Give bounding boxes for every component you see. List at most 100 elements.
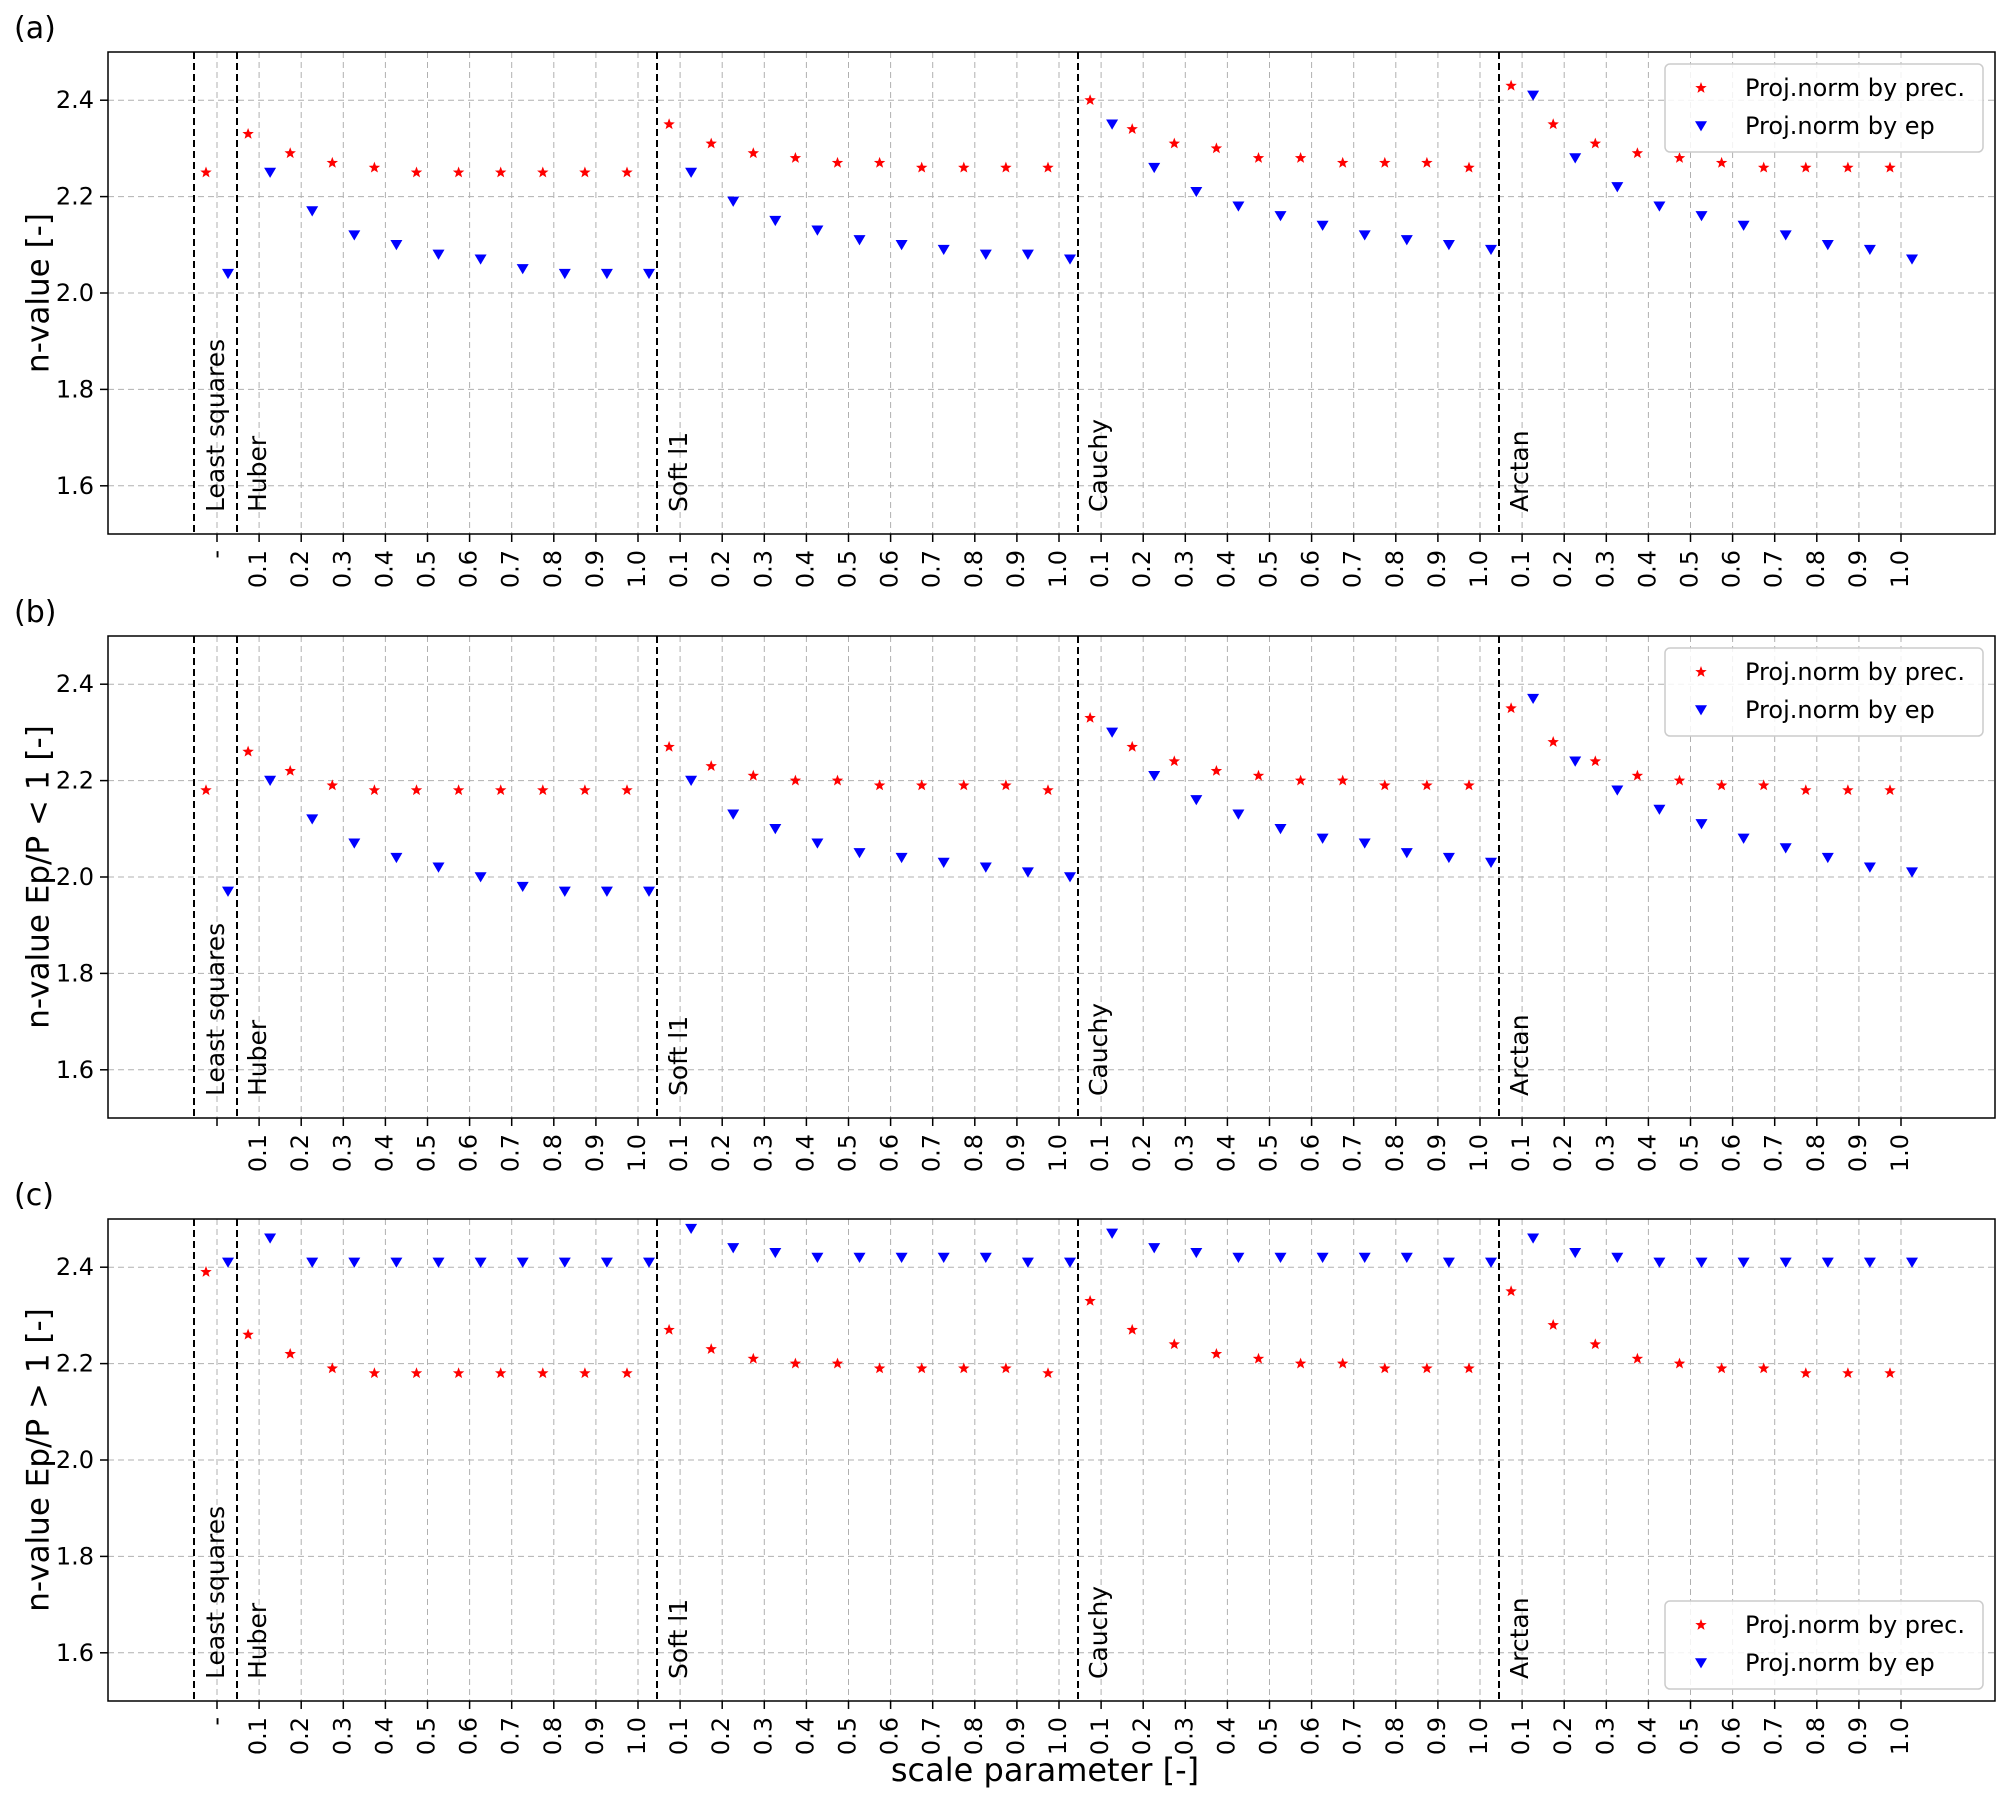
x-tick-label: 0.4	[370, 1717, 398, 1755]
data-point-prec	[1589, 1338, 1602, 1350]
x-tick-label: 1.0	[1044, 550, 1072, 588]
x-tick-label: 0.7	[1339, 550, 1367, 588]
data-point-prec	[1715, 1362, 1728, 1374]
data-point-prec	[579, 1367, 591, 1379]
x-tick-label: 0.4	[370, 550, 398, 588]
legend-marker-prec	[1695, 1619, 1707, 1630]
data-point-prec	[1589, 137, 1602, 149]
data-point-prec	[747, 1352, 760, 1364]
data-point-prec	[1168, 1338, 1181, 1350]
data-point-ep	[1906, 867, 1918, 878]
data-point-ep	[685, 1223, 698, 1235]
data-point-ep	[853, 235, 866, 246]
series-ep	[222, 1223, 1918, 1268]
x-tick-label: 0.8	[1381, 1134, 1409, 1172]
x-tick-label: 0.2	[707, 1717, 735, 1755]
x-tick-label: 0.7	[497, 1134, 525, 1172]
data-point-prec	[1421, 156, 1433, 168]
data-point-prec	[200, 1266, 212, 1277]
x-tick-label: 0.7	[918, 1717, 946, 1755]
data-point-prec	[410, 166, 423, 178]
x-tick-label: 0.1	[244, 550, 272, 588]
y-tick-label: 1.6	[56, 1056, 94, 1084]
method-label: Soft l1	[664, 1016, 693, 1096]
data-point-prec	[452, 1367, 465, 1379]
x-tick-label: 0.2	[1549, 1134, 1577, 1172]
data-point-ep	[558, 1257, 571, 1268]
data-point-ep	[1737, 833, 1750, 844]
data-point-prec	[621, 784, 633, 796]
x-tick-label: 0.4	[1212, 1717, 1240, 1755]
data-point-prec	[1757, 1362, 1770, 1374]
data-point-ep	[1863, 862, 1876, 873]
y-tick-label: 2.4	[56, 1253, 94, 1281]
x-tick-label: 0.4	[1212, 1134, 1240, 1172]
data-point-ep	[1232, 201, 1245, 212]
x-tick-label: 0.6	[455, 1717, 483, 1755]
data-point-prec	[1463, 161, 1475, 173]
data-point-ep	[558, 886, 571, 897]
x-tick-label: 0.7	[1760, 550, 1788, 588]
data-point-prec	[1463, 1362, 1475, 1374]
grid	[108, 52, 1995, 534]
data-point-prec	[1673, 1357, 1686, 1369]
data-point-prec	[831, 774, 844, 786]
legend-label: Proj.norm by ep	[1745, 696, 1935, 724]
y-tick-label: 1.6	[56, 1639, 94, 1667]
data-point-prec	[494, 784, 507, 796]
x-tick-label: 1.0	[1465, 1717, 1493, 1755]
x-tick-label: 0.1	[1507, 550, 1535, 588]
data-point-ep	[1148, 162, 1161, 174]
x-tick-label: 0.9	[1002, 1717, 1030, 1755]
method-label: Least squares	[201, 1506, 230, 1679]
legend-box	[1664, 63, 1984, 153]
data-point-ep	[390, 852, 403, 864]
data-point-prec	[1000, 779, 1012, 791]
data-point-prec	[1800, 1367, 1812, 1379]
data-point-ep	[264, 167, 277, 178]
x-tick-label: 0.8	[539, 1717, 567, 1755]
x-tick-label: 0.5	[834, 550, 862, 588]
data-point-prec	[747, 147, 760, 159]
data-point-prec	[705, 137, 717, 149]
data-point-ep	[1695, 1257, 1708, 1268]
data-point-prec	[621, 1367, 633, 1379]
x-tick-label: 0.3	[1170, 550, 1198, 588]
x-tick-label: 0.7	[1760, 1134, 1788, 1172]
x-tick-label: 0.7	[918, 550, 946, 588]
data-point-ep	[1400, 848, 1413, 859]
data-point-prec	[1379, 156, 1391, 168]
x-tick-label: 0.6	[455, 550, 483, 588]
data-point-ep	[390, 240, 403, 251]
legend-marker-ep	[1695, 705, 1707, 716]
data-point-prec	[1168, 755, 1181, 767]
x-tick-label: 0.8	[960, 1717, 988, 1755]
x-tick-label: 0.4	[370, 1134, 398, 1172]
data-point-ep	[685, 167, 698, 178]
data-point-ep	[474, 254, 487, 265]
method-label: Huber	[243, 1602, 272, 1679]
data-point-ep	[1232, 1252, 1245, 1263]
data-point-prec	[1884, 784, 1896, 796]
data-point-prec	[1547, 118, 1559, 130]
y-tick-label: 2.0	[56, 279, 94, 307]
data-point-ep	[1569, 153, 1582, 164]
x-tick-label: 1.0	[623, 1717, 651, 1755]
data-point-ep	[1863, 1257, 1876, 1268]
y-tick-label: 2.2	[56, 183, 94, 211]
x-tick-label: 1.0	[1886, 1717, 1914, 1755]
data-point-prec	[1547, 736, 1559, 747]
data-point-ep	[222, 886, 234, 897]
data-point-ep	[348, 1257, 361, 1268]
data-point-ep	[1569, 1247, 1582, 1259]
x-tick-label: 0.5	[1255, 1717, 1283, 1755]
x-tick-label: 0.3	[328, 1717, 356, 1755]
series-prec	[200, 1266, 1896, 1379]
x-tick-label: 0.8	[960, 550, 988, 588]
x-tick-label: 0.4	[791, 550, 819, 588]
x-tick-label: 0.2	[707, 1134, 735, 1172]
data-point-ep	[222, 268, 234, 280]
data-point-ep	[1106, 119, 1119, 130]
data-point-prec	[494, 1367, 507, 1379]
data-point-ep	[811, 225, 824, 236]
